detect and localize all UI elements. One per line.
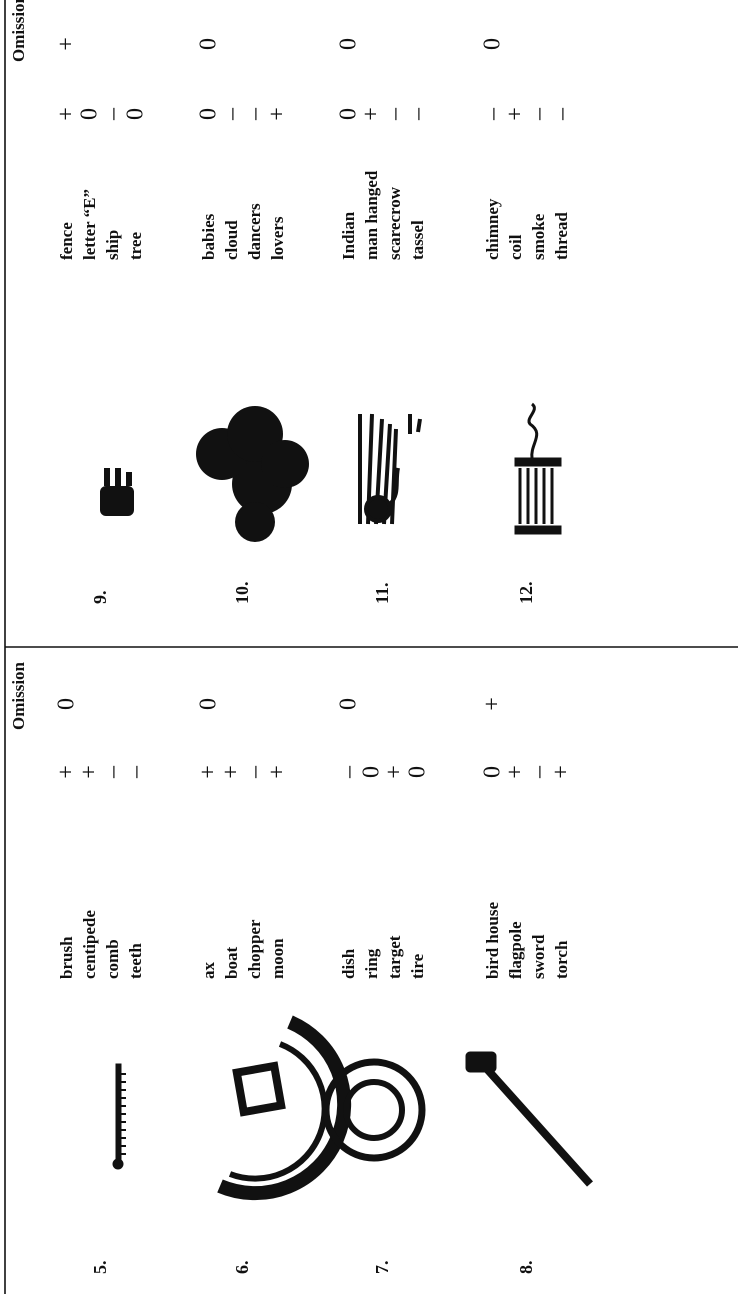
response-word: centipede: [80, 910, 99, 979]
drawing-spool: [515, 404, 561, 534]
rotated-page: Omission 5. brush + centipede + comb – teeth – 0 6.…: [0, 0, 738, 1294]
response-word: tassel: [408, 220, 427, 260]
drawing-cloud: [196, 406, 309, 542]
omission-mark: 0: [480, 38, 506, 50]
response-word: bird house: [483, 902, 502, 979]
drawing-brush: [113, 1064, 126, 1169]
response-mark: +: [265, 765, 291, 779]
response-mark: +: [265, 107, 291, 121]
item-number: 8.: [516, 1261, 536, 1275]
drawing-tassel: [360, 414, 420, 524]
response-word: thread: [552, 212, 571, 260]
response-word: comb: [103, 939, 122, 979]
omission-mark: +: [54, 37, 80, 51]
response-word: coil: [506, 234, 525, 260]
response-word: lovers: [268, 216, 287, 260]
drawing-fence: [100, 468, 134, 516]
response-word: man hanged: [362, 170, 381, 260]
response-mark: –: [549, 107, 575, 121]
page-body: {"panels": [ {"header": "Omission", "ite…: [0, 0, 738, 1294]
response-mark: –: [123, 765, 149, 779]
item-number: 6.: [232, 1261, 252, 1275]
item-number: 10.: [232, 582, 252, 605]
omission-mark: 0: [196, 38, 222, 50]
response-mark: –: [405, 107, 431, 121]
response-word: boat: [222, 947, 241, 979]
response-word: chimney: [483, 198, 502, 260]
response-word: Indian: [339, 211, 358, 260]
item-number: 5.: [90, 1261, 110, 1275]
item-number: 12.: [516, 582, 536, 605]
omission-mark: 0: [54, 698, 80, 710]
response-word: babies: [199, 213, 218, 260]
column-header: Omission: [9, 0, 28, 62]
response-word: moon: [268, 938, 287, 979]
response-word: dancers: [245, 203, 264, 260]
omission-mark: +: [480, 697, 506, 711]
item-number: 7.: [372, 1261, 392, 1275]
response-word: sword: [529, 934, 548, 979]
response-word: chopper: [245, 919, 264, 979]
omission-mark: 0: [196, 698, 222, 710]
item-number: 9.: [90, 591, 110, 605]
response-word: scarecrow: [385, 186, 404, 260]
response-word: flagpole: [506, 921, 525, 979]
response-word: ax: [199, 962, 218, 980]
response-word: tire: [408, 953, 427, 979]
response-word: dish: [339, 948, 358, 979]
response-word: target: [385, 935, 404, 979]
response-word: torch: [552, 940, 571, 979]
drawing-torch: [466, 1052, 590, 1184]
response-mark: 0: [405, 766, 431, 778]
response-mark: 0: [123, 108, 149, 120]
column-header: Omission: [9, 661, 28, 730]
response-word: ship: [103, 230, 122, 260]
omission-mark: 0: [336, 38, 362, 50]
response-mark: +: [549, 765, 575, 779]
response-word: smoke: [529, 213, 548, 260]
response-word: brush: [57, 936, 76, 979]
item-number: 11.: [372, 582, 392, 604]
response-word: ring: [362, 948, 381, 979]
response-word: cloud: [222, 220, 241, 260]
response-word: letter “E”: [80, 189, 99, 260]
omission-mark: 0: [336, 698, 362, 710]
response-word: tree: [126, 232, 145, 260]
table-sheet: Omission 5. brush + centipede + comb – teeth – 0 6.…: [0, 0, 738, 1294]
response-word: teeth: [126, 943, 145, 979]
response-word: fence: [57, 222, 76, 260]
